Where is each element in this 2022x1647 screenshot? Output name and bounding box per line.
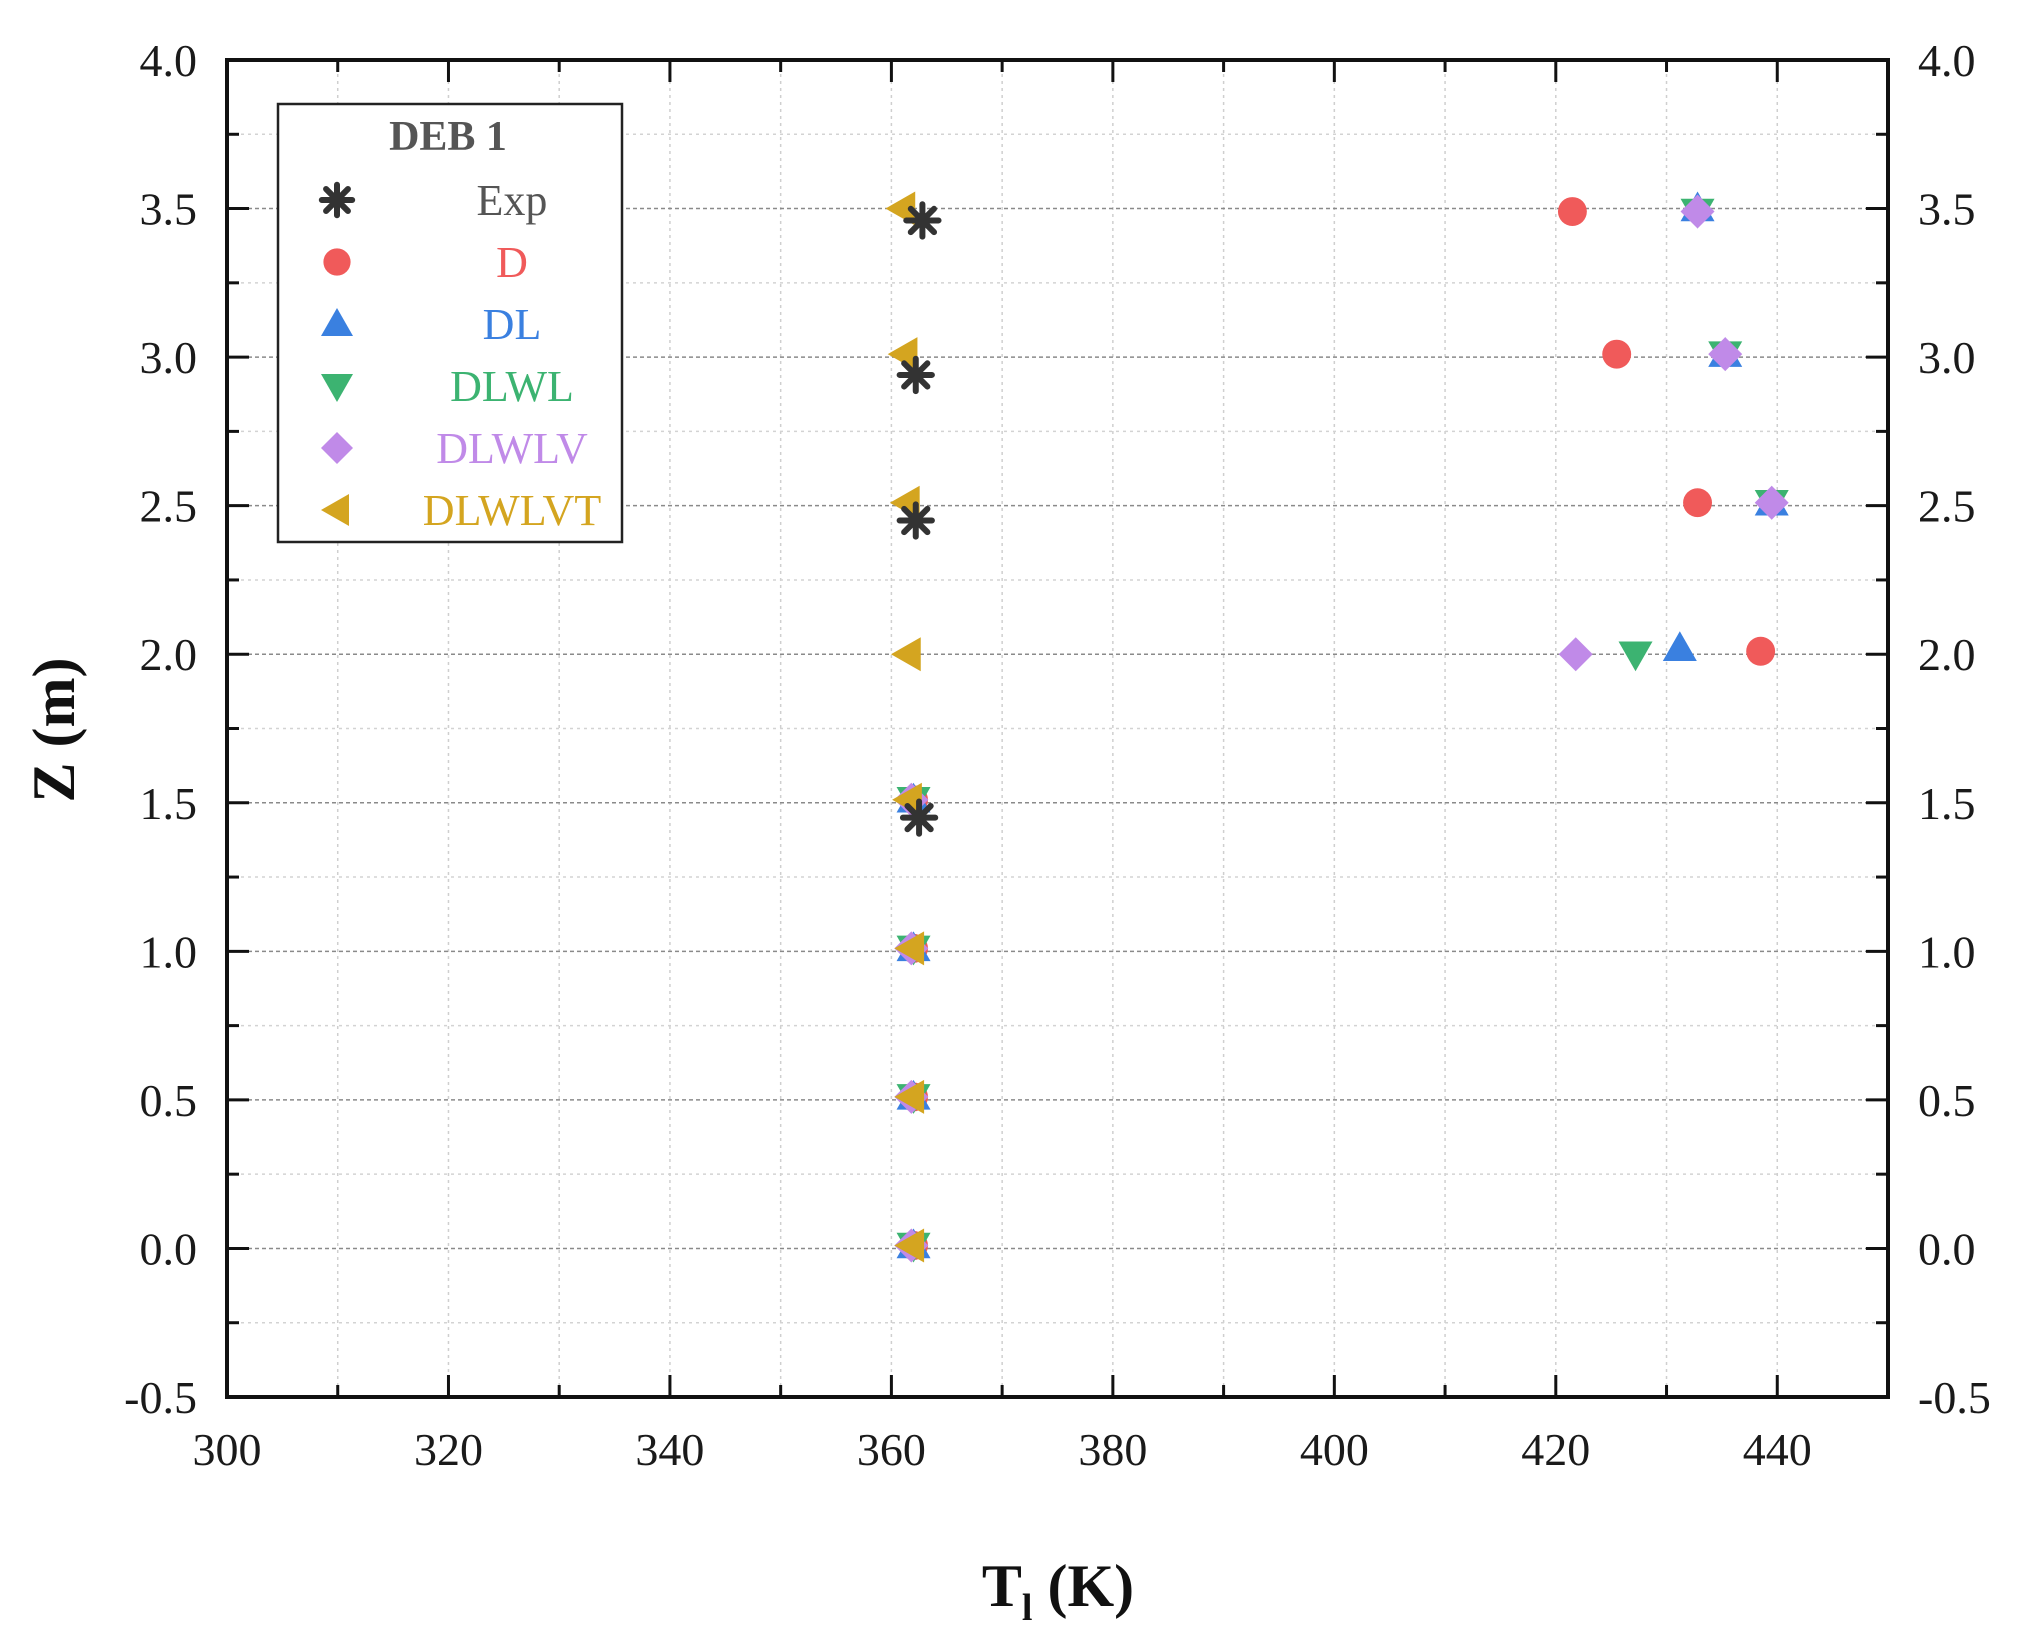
y-tick-label-left: 0.0 bbox=[140, 1223, 198, 1274]
legend-marker-exp bbox=[318, 181, 356, 219]
y-tick-label-left: 1.0 bbox=[140, 926, 198, 977]
y-tick-label-left: 4.0 bbox=[140, 35, 198, 86]
y-tick-label-right: 2.0 bbox=[1918, 629, 1976, 680]
y-tick-label-left: -0.5 bbox=[124, 1372, 197, 1423]
legend: DEB 1 Exp D DL DLWL DLWLV DLWLVT bbox=[276, 102, 624, 544]
series-dlwlvt bbox=[885, 191, 925, 1263]
point-d bbox=[1746, 636, 1776, 666]
point-dlwlv bbox=[1558, 637, 1593, 672]
x-axis-title-unit: (K) bbox=[1032, 1553, 1134, 1619]
legend-marker-dlwl bbox=[321, 374, 353, 402]
point-dlwlvt bbox=[894, 1079, 925, 1114]
point-exp bbox=[903, 201, 942, 240]
legend-marker-dlwlvt bbox=[321, 494, 349, 526]
y-tick-label-right: 3.5 bbox=[1918, 184, 1976, 235]
legend-label-d: D bbox=[496, 238, 528, 287]
point-dlwlvt bbox=[887, 337, 918, 372]
legend-label-dlwlv: DLWLV bbox=[436, 424, 588, 473]
x-tick-label: 400 bbox=[1300, 1424, 1369, 1475]
y-tick-label-left: 3.0 bbox=[140, 332, 198, 383]
point-dlwlv bbox=[1680, 194, 1715, 229]
y-axis-title: Z (m) bbox=[21, 658, 87, 803]
plot-frame bbox=[225, 58, 1890, 1399]
y-tick-label-right: 1.5 bbox=[1918, 778, 1976, 829]
y-tick-label-right: 3.0 bbox=[1918, 332, 1976, 383]
legend-label-dlwlvt: DLWLVT bbox=[423, 486, 602, 535]
x-axis-title: Tl (K) bbox=[982, 1553, 1134, 1629]
point-d bbox=[1602, 339, 1632, 369]
y-tick-label-left: 2.5 bbox=[140, 481, 198, 532]
y-tick-label-right: 0.5 bbox=[1918, 1075, 1976, 1126]
data-points bbox=[885, 191, 1789, 1263]
x-tick-label: 360 bbox=[857, 1424, 926, 1475]
point-dlwlvt bbox=[889, 485, 920, 520]
point-exp bbox=[896, 355, 935, 395]
y-tick-label-left: 0.5 bbox=[140, 1075, 198, 1126]
y-tick-label-right: -0.5 bbox=[1918, 1372, 1991, 1423]
point-dlwlvt bbox=[891, 637, 921, 672]
point-exp bbox=[899, 798, 939, 837]
x-tick-label: 380 bbox=[1078, 1424, 1147, 1475]
x-tick-label: 420 bbox=[1521, 1424, 1590, 1475]
y-tick-label-right: 1.0 bbox=[1918, 926, 1976, 977]
y-tick-labels-right: -0.5 0.0 0.5 1.0 1.5 2.0 2.5 3.0 3.5 4.0 bbox=[1918, 35, 1991, 1423]
point-dlwlvt bbox=[885, 191, 916, 226]
x-tick-labels: 300 320 340 360 380 400 420 440 bbox=[193, 1424, 1812, 1475]
point-d bbox=[1557, 197, 1587, 226]
x-tick-label: 340 bbox=[635, 1424, 704, 1475]
legend-label-exp: Exp bbox=[477, 176, 548, 225]
point-dlwlv bbox=[1754, 485, 1789, 520]
x-tick-label: 300 bbox=[193, 1424, 262, 1475]
point-exp bbox=[896, 501, 935, 540]
x-axis-title-sub: l bbox=[1022, 1587, 1033, 1629]
y-tick-label-left: 1.5 bbox=[140, 778, 198, 829]
point-d bbox=[1683, 488, 1712, 518]
y-tick-labels-left: -0.5 0.0 0.5 1.0 1.5 2.0 2.5 3.0 3.5 4.0 bbox=[124, 35, 197, 1423]
point-dlwlvt bbox=[894, 1228, 925, 1263]
y-tick-label-right: 2.5 bbox=[1918, 481, 1976, 532]
y-tick-label-left: 3.5 bbox=[140, 184, 198, 235]
legend-label-dl: DL bbox=[483, 300, 542, 349]
x-tick-label: 440 bbox=[1743, 1424, 1812, 1475]
point-dl bbox=[1662, 631, 1697, 662]
legend-marker-dlwlv bbox=[321, 432, 353, 464]
point-dlwlvt bbox=[892, 782, 922, 817]
y-tick-label-right: 0.0 bbox=[1918, 1223, 1976, 1274]
y-tick-label-left: 2.0 bbox=[140, 629, 198, 680]
series-exp bbox=[896, 201, 942, 837]
y-tick-label-right: 4.0 bbox=[1918, 35, 1976, 86]
x-axis-title-main: T bbox=[982, 1553, 1022, 1619]
legend-marker-dl bbox=[321, 308, 353, 336]
legend-label-dlwl: DLWL bbox=[450, 362, 574, 411]
legend-items: Exp D DL DLWL DLWLV DLWLVT bbox=[318, 176, 602, 535]
point-dlwl bbox=[1618, 641, 1653, 672]
legend-marker-d bbox=[323, 248, 351, 276]
x-tick-label: 320 bbox=[414, 1424, 483, 1475]
point-dlwlvt bbox=[894, 931, 925, 966]
legend-title: DEB 1 bbox=[389, 114, 507, 160]
point-dlwlv bbox=[1708, 337, 1743, 372]
